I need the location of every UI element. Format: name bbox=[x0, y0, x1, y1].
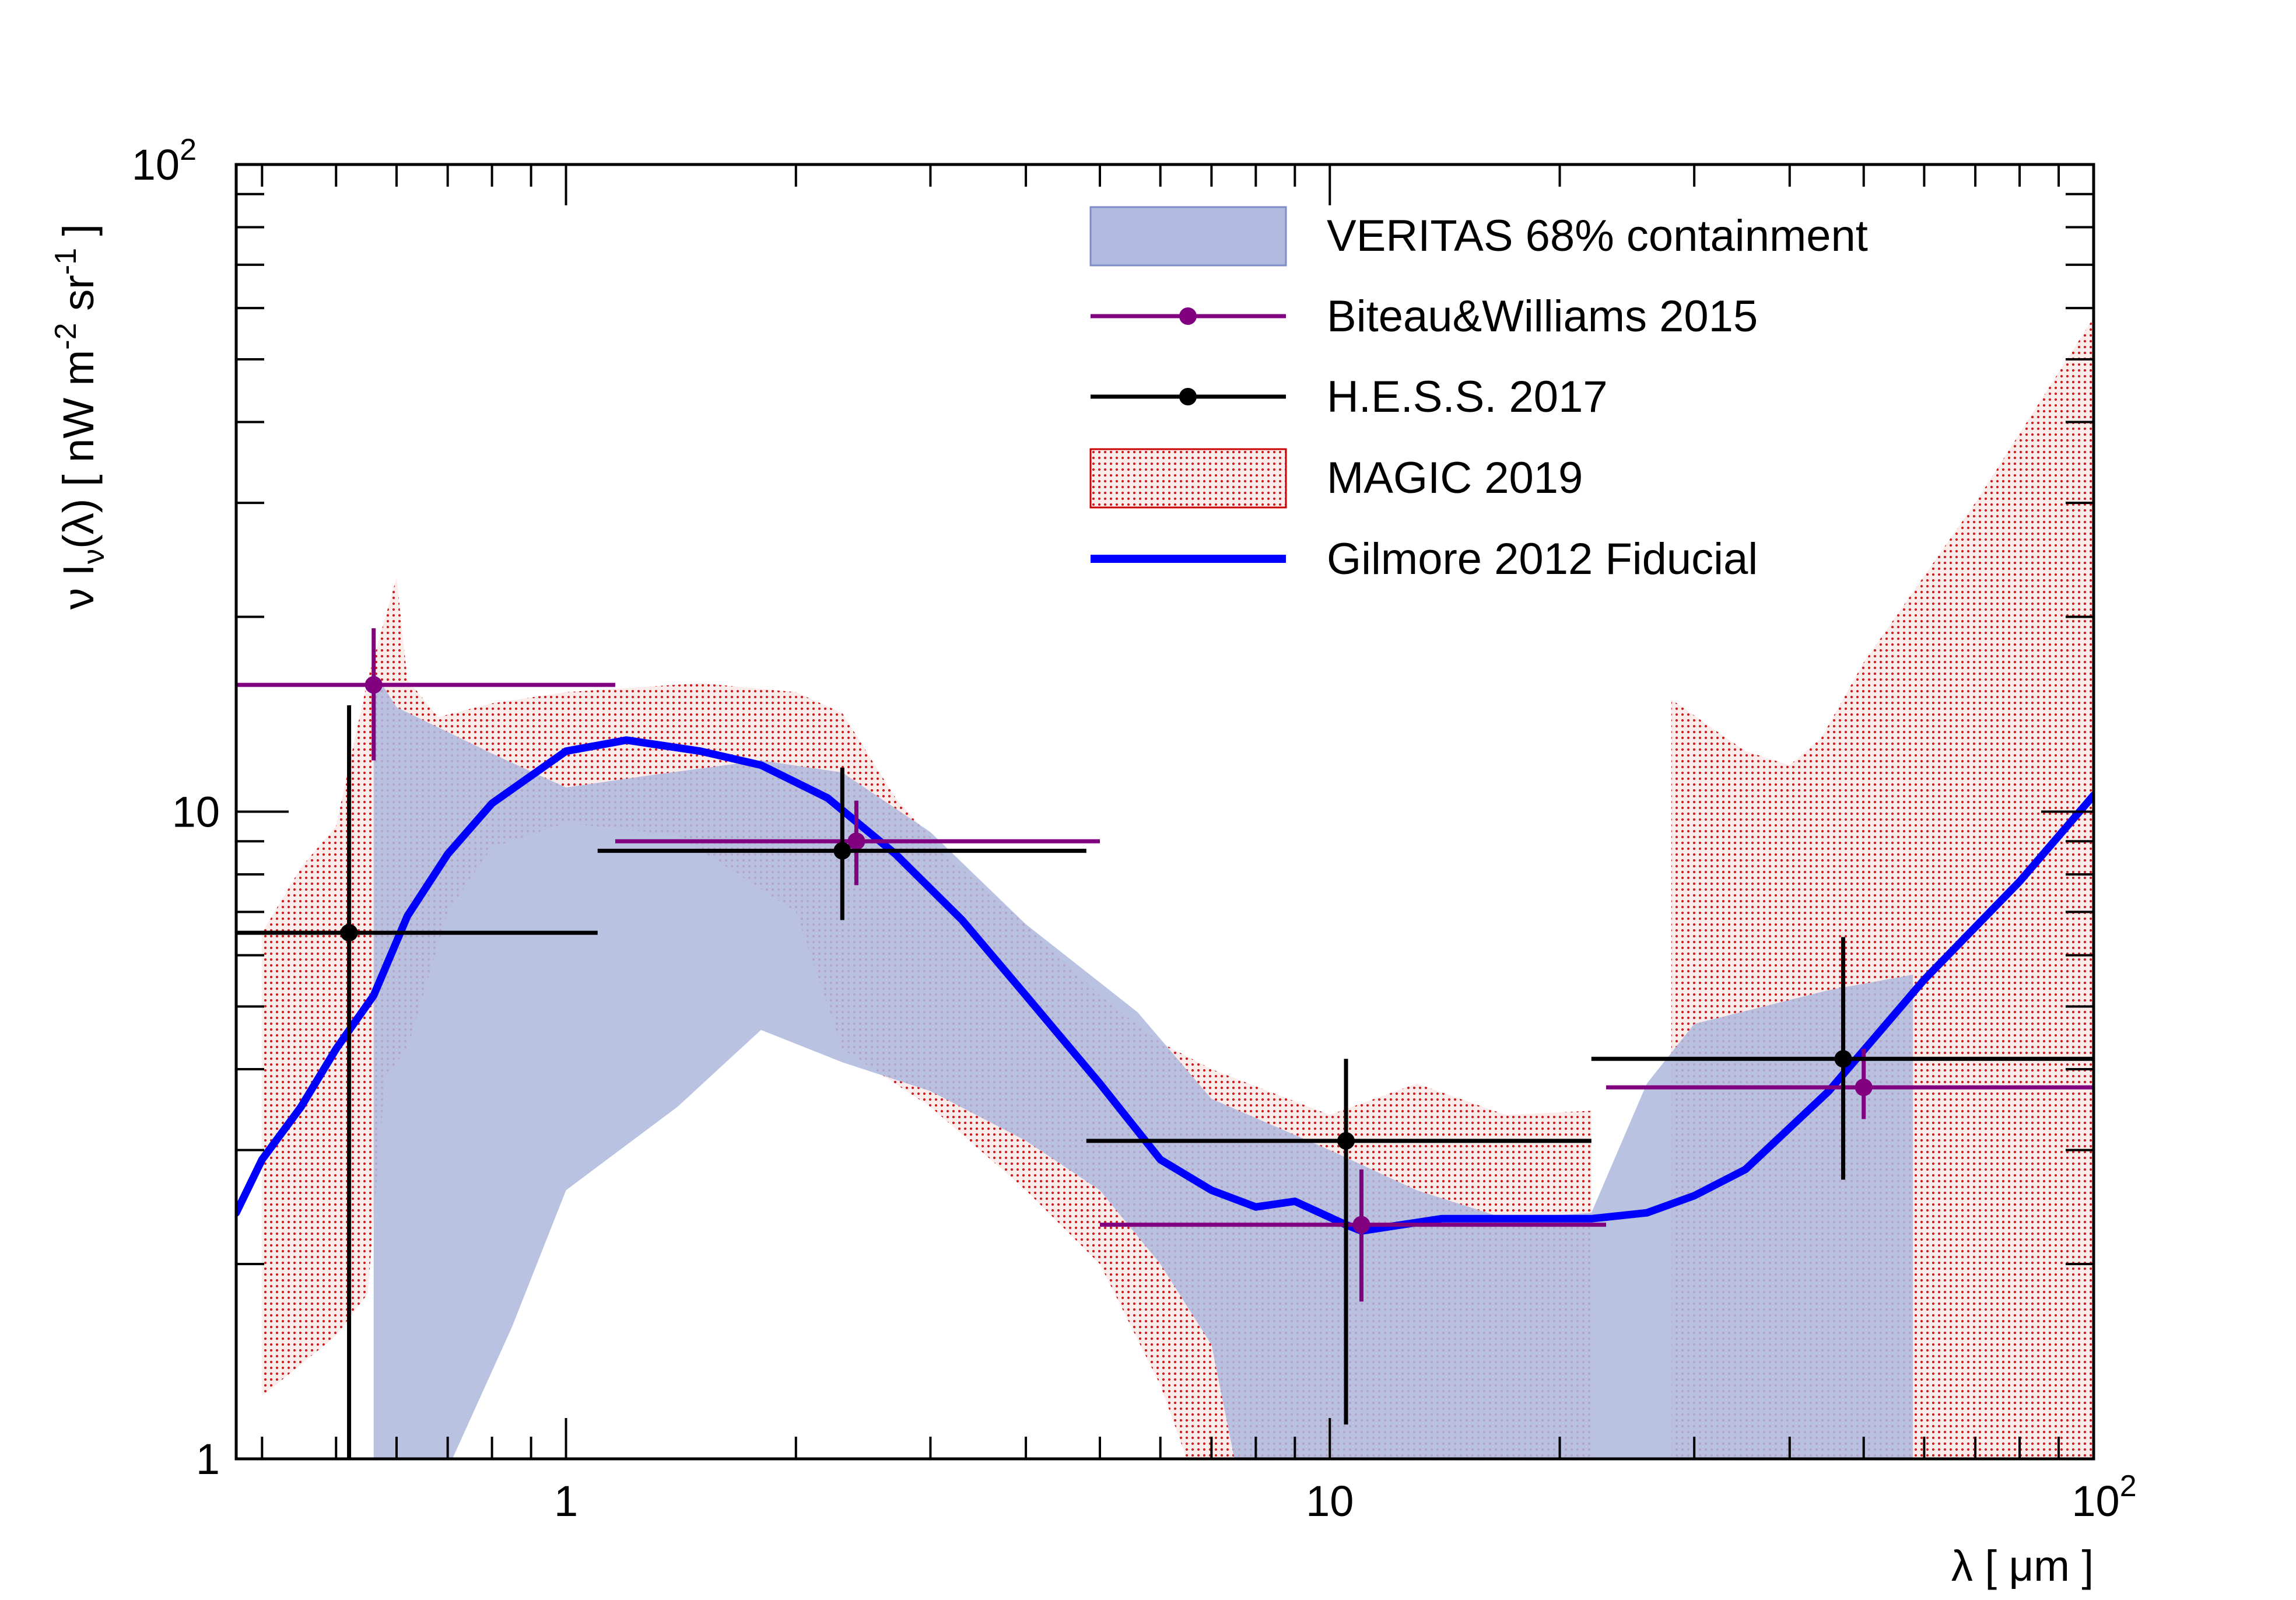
biteau-marker-3 bbox=[1352, 1216, 1370, 1234]
y-axis-title-part-3: sr bbox=[54, 275, 103, 323]
legend-label-magic: MAGIC 2019 bbox=[1327, 453, 1583, 503]
hess-marker-2 bbox=[833, 842, 851, 860]
legend-swatch-magic bbox=[1089, 448, 1287, 509]
axis-ticks bbox=[236, 163, 2094, 1460]
legend-swatch-veritas bbox=[1089, 206, 1287, 267]
biteau-point-3 bbox=[1100, 1169, 1607, 1302]
biteau-point-2 bbox=[615, 800, 1100, 885]
legend-label-gilmore: Gilmore 2012 Fiducial bbox=[1327, 534, 1758, 584]
y-tick-label-2: 10 bbox=[172, 788, 220, 836]
x-tick-labels: 1 10 102 bbox=[554, 1469, 2137, 1525]
y-axis-title: ν Iν(λ) [ nW m-2 sr-1 ] bbox=[49, 224, 111, 610]
y-tick-label-3: 102 bbox=[132, 133, 197, 189]
biteau-marker-1 bbox=[364, 676, 383, 694]
x-axis-title: λ [ μm ] bbox=[1951, 1542, 2094, 1590]
biteau-marker-4 bbox=[1855, 1079, 1873, 1097]
legend-swatch-hess-marker bbox=[1179, 388, 1197, 405]
legend-label-biteau: Biteau&Williams 2015 bbox=[1327, 292, 1758, 341]
legend-label-veritas: VERITAS 68% containment bbox=[1327, 211, 1868, 261]
data-lines bbox=[236, 736, 2094, 1235]
x-tick-label-1: 1 bbox=[554, 1477, 578, 1525]
y-tick-labels: 1 10 102 bbox=[132, 133, 220, 1483]
y-axis-title-part-2: (λ) [ nW m bbox=[54, 350, 103, 549]
y-axis-title-sup-2: -1 bbox=[49, 248, 83, 275]
hess-marker-4 bbox=[1834, 1050, 1852, 1068]
gilmore-line bbox=[236, 736, 2094, 1235]
y-tick-label-1: 1 bbox=[196, 1435, 220, 1483]
x-tick-label-3: 102 bbox=[2071, 1469, 2136, 1525]
biteau-point-4 bbox=[1606, 1049, 2094, 1119]
biteau-marker-2 bbox=[847, 832, 865, 850]
y-axis-title-part-4: ] bbox=[54, 224, 103, 248]
hess-point-3 bbox=[1086, 1059, 1592, 1425]
legend-swatch-biteau-marker bbox=[1179, 307, 1197, 325]
hess-point-1 bbox=[236, 705, 598, 1459]
y-axis-title-sup-1: -2 bbox=[49, 323, 83, 349]
biteau-point-1 bbox=[236, 628, 615, 761]
hess-point-4 bbox=[1591, 937, 2094, 1180]
y-axis-title-sub: ν bbox=[77, 549, 111, 564]
data-points bbox=[236, 628, 2094, 1459]
legend-label-hess: H.E.S.S. 2017 bbox=[1327, 372, 1608, 422]
data-bands bbox=[262, 317, 2094, 1459]
y-axis-title-part-1: ν I bbox=[54, 564, 103, 610]
x-tick-label-2: 10 bbox=[1306, 1477, 1354, 1525]
veritas-band bbox=[373, 671, 1913, 1459]
hess-point-2 bbox=[597, 767, 1086, 920]
hess-marker-1 bbox=[340, 924, 358, 942]
legend: VERITAS 68% containment Biteau&Williams … bbox=[1089, 206, 1868, 584]
hess-marker-3 bbox=[1337, 1132, 1355, 1150]
